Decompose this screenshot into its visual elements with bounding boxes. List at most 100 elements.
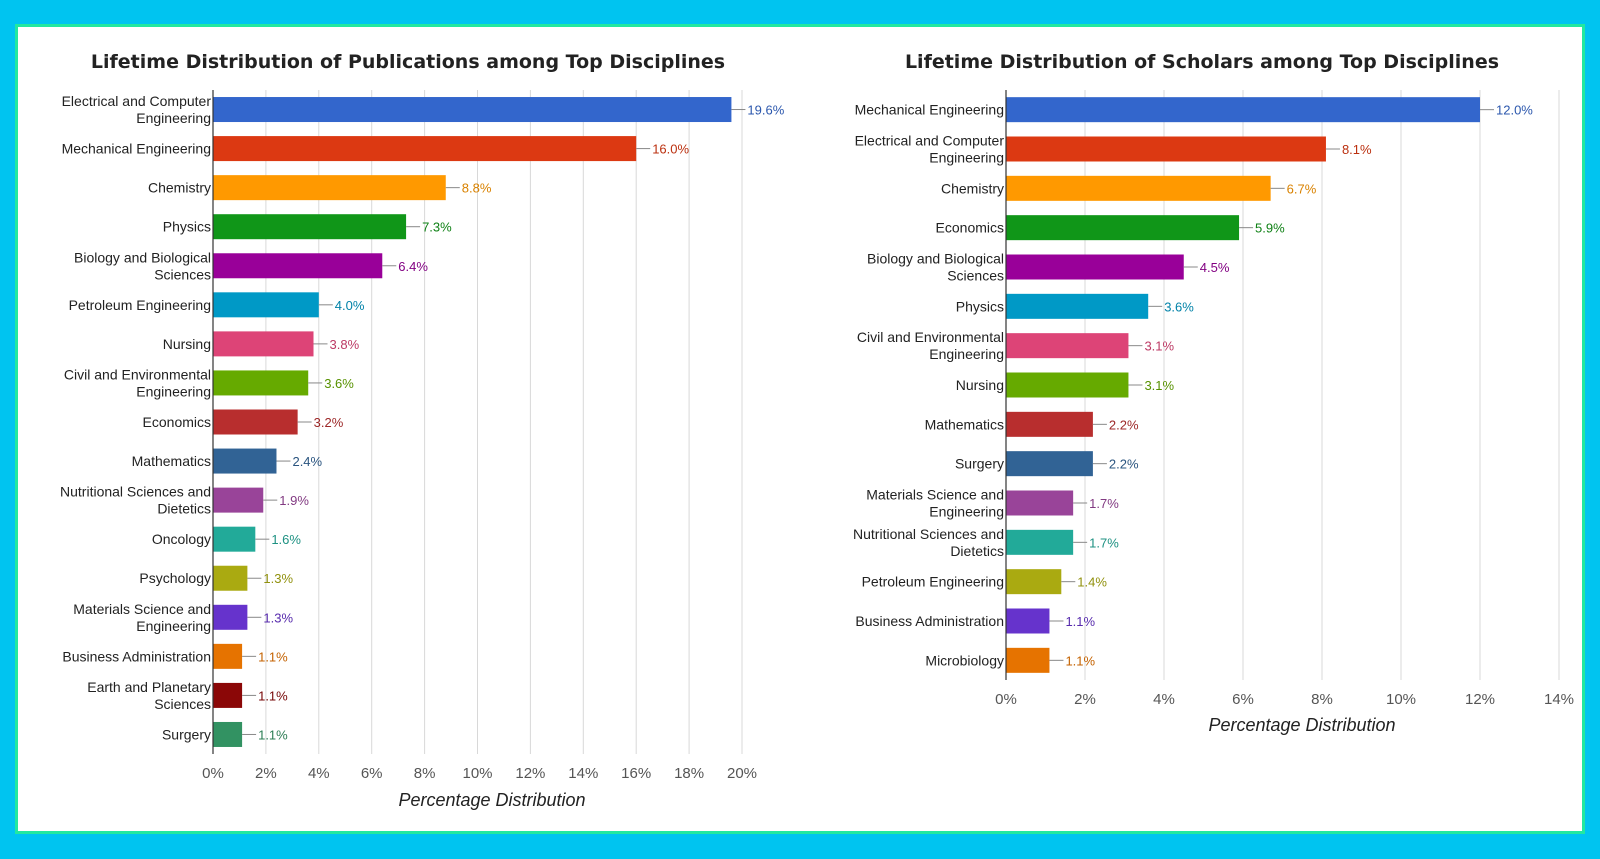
scholars-value-label: 2.2% xyxy=(1109,417,1139,432)
scholars-category-label: Surgery xyxy=(955,456,1004,472)
publications-category-label: Chemistry xyxy=(148,180,211,196)
publications-value-label: 1.1% xyxy=(258,727,288,742)
scholars-x-tick-label: 8% xyxy=(1311,691,1333,708)
scholars-bar xyxy=(1006,372,1129,398)
publications-bar xyxy=(213,97,732,123)
publications-value-label: 16.0% xyxy=(652,142,689,157)
publications-bar xyxy=(213,175,446,201)
scholars-x-tick-label: 2% xyxy=(1074,691,1096,708)
scholars-bar xyxy=(1006,490,1074,516)
scholars-value-label: 1.7% xyxy=(1089,535,1119,550)
scholars-category-label: Chemistry xyxy=(941,180,1004,196)
publications-bar xyxy=(213,331,314,357)
scholars-bar xyxy=(1006,254,1184,280)
publications-value-label: 3.6% xyxy=(324,376,354,391)
scholars-x-tick-label: 14% xyxy=(1544,691,1574,708)
publications-value-label: 4.0% xyxy=(335,298,365,313)
publications-category-label: Surgery xyxy=(162,726,211,742)
publications-category-label: Petroleum Engineering xyxy=(69,297,211,313)
publications-category-label: Business Administration xyxy=(62,648,211,664)
publications-category-label: Mechanical Engineering xyxy=(62,141,211,157)
publications-bar xyxy=(213,643,243,669)
publications-value-label: 1.6% xyxy=(271,532,301,547)
publications-category-label: Biology and Biological Sciences xyxy=(74,249,211,282)
scholars-bar xyxy=(1006,215,1240,241)
publications-category-label: Earth and Planetary Sciences xyxy=(87,679,211,712)
publications-bar xyxy=(213,253,383,279)
publications-value-label: 1.1% xyxy=(258,649,288,664)
scholars-value-label: 1.1% xyxy=(1065,614,1095,629)
publications-category-label: Civil and Environmental Engineering xyxy=(64,366,211,399)
scholars-bar xyxy=(1006,333,1129,359)
publications-category-label: Electrical and Computer Engineering xyxy=(62,93,212,126)
publications-x-tick-label: 16% xyxy=(621,765,651,782)
publications-x-tick-label: 10% xyxy=(462,765,492,782)
scholars-category-label: Mechanical Engineering xyxy=(855,102,1004,118)
scholars-bar xyxy=(1006,647,1050,673)
scholars-value-label: 2.2% xyxy=(1109,457,1139,472)
publications-bar xyxy=(213,526,256,552)
scholars-bar xyxy=(1006,97,1480,123)
publications-category-label: Economics xyxy=(143,414,211,430)
publications-bar xyxy=(213,565,248,591)
publications-chart-title: Lifetime Distribution of Publications am… xyxy=(91,51,725,73)
scholars-bar xyxy=(1006,293,1149,319)
publications-category-label: Nursing xyxy=(163,336,211,352)
scholars-category-label: Electrical and Computer Engineering xyxy=(855,133,1005,166)
publications-bar xyxy=(213,604,248,630)
publications-bar xyxy=(213,292,319,318)
scholars-value-label: 1.4% xyxy=(1077,575,1107,590)
publications-value-label: 8.8% xyxy=(462,181,492,196)
publications-value-label: 1.3% xyxy=(263,571,293,586)
publications-category-label: Psychology xyxy=(139,570,211,586)
scholars-value-label: 8.1% xyxy=(1342,142,1372,157)
scholars-bar xyxy=(1006,451,1093,477)
scholars-chart-title: Lifetime Distribution of Scholars among … xyxy=(905,51,1499,73)
scholars-bar xyxy=(1006,136,1326,162)
scholars-bar xyxy=(1006,608,1050,634)
scholars-category-label: Business Administration xyxy=(855,613,1004,629)
scholars-category-label: Microbiology xyxy=(925,652,1004,668)
scholars-category-label: Petroleum Engineering xyxy=(862,574,1004,590)
scholars-x-axis-title: Percentage Distribution xyxy=(1208,715,1395,735)
scholars-x-tick-label: 6% xyxy=(1232,691,1254,708)
publications-x-tick-label: 2% xyxy=(255,765,277,782)
scholars-value-label: 12.0% xyxy=(1496,103,1533,118)
scholars-category-label: Materials Science and Engineering xyxy=(866,487,1004,520)
publications-value-label: 1.9% xyxy=(279,493,309,508)
publications-value-label: 3.2% xyxy=(314,415,344,430)
scholars-category-label: Nutritional Sciences and Dietetics xyxy=(853,526,1004,559)
publications-x-axis-title: Percentage Distribution xyxy=(398,790,585,810)
publications-category-label: Materials Science and Engineering xyxy=(73,601,211,634)
scholars-value-label: 6.7% xyxy=(1287,181,1317,196)
publications-bar xyxy=(213,214,407,240)
publications-x-tick-label: 14% xyxy=(568,765,598,782)
scholars-category-label: Nursing xyxy=(956,377,1004,393)
publications-bar xyxy=(213,409,298,435)
scholars-bar xyxy=(1006,569,1062,595)
scholars-x-tick-label: 4% xyxy=(1153,691,1175,708)
publications-x-tick-label: 12% xyxy=(515,765,545,782)
scholars-x-tick-label: 10% xyxy=(1386,691,1416,708)
publications-bar xyxy=(213,487,264,513)
scholars-category-label: Mathematics xyxy=(925,416,1004,432)
publications-bar xyxy=(213,721,243,747)
scholars-bar xyxy=(1006,529,1074,555)
publications-category-label: Nutritional Sciences and Dietetics xyxy=(60,484,211,517)
publications-value-label: 1.3% xyxy=(263,610,293,625)
publications-bar xyxy=(213,136,637,162)
publications-bar xyxy=(213,370,309,396)
scholars-value-label: 3.6% xyxy=(1164,299,1194,314)
scholars-value-label: 5.9% xyxy=(1255,221,1285,236)
publications-value-label: 2.4% xyxy=(292,454,322,469)
publications-category-label: Mathematics xyxy=(132,453,211,469)
publications-x-tick-label: 0% xyxy=(202,765,224,782)
publications-category-label: Oncology xyxy=(152,531,211,547)
scholars-category-label: Physics xyxy=(956,298,1004,314)
publications-value-label: 1.1% xyxy=(258,688,288,703)
scholars-value-label: 1.7% xyxy=(1089,496,1119,511)
publications-value-label: 7.3% xyxy=(422,220,452,235)
scholars-bar xyxy=(1006,175,1271,201)
publications-value-label: 3.8% xyxy=(330,337,360,352)
publications-value-label: 19.6% xyxy=(747,103,784,118)
